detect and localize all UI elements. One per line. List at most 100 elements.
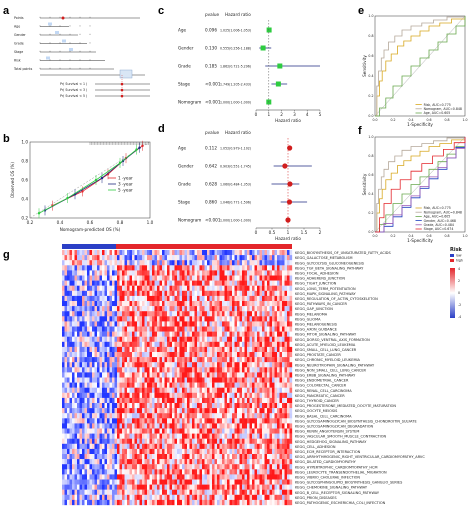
heatmap-cell xyxy=(212,321,215,327)
heatmap-cell xyxy=(259,290,263,297)
heatmap-cell xyxy=(207,301,210,307)
heatmap-cell xyxy=(184,469,188,475)
heatmap-cell xyxy=(79,255,83,261)
heatmap-cell xyxy=(114,255,118,261)
heatmap-cell xyxy=(62,479,65,485)
heatmap-cell xyxy=(129,484,133,490)
heatmap-cell xyxy=(237,346,240,353)
heatmap-cell xyxy=(147,311,150,317)
heatmap-cell xyxy=(137,250,140,256)
heatmap-cell xyxy=(199,469,203,475)
heatmap-cell xyxy=(129,489,133,495)
heatmap-cell xyxy=(182,280,185,286)
heatmap-cell xyxy=(234,326,238,332)
heatmap-cell xyxy=(222,290,225,297)
heatmap-cell xyxy=(234,280,238,286)
heatmap-cell xyxy=(139,285,143,291)
heatmap-cell xyxy=(82,459,85,465)
heatmap-cell xyxy=(174,448,178,455)
heatmap-cell xyxy=(124,479,128,485)
heatmap-cell xyxy=(287,464,290,470)
heatmap-cell xyxy=(229,357,233,363)
heatmap-cell xyxy=(102,336,105,342)
heatmap-cell xyxy=(104,484,108,490)
heatmap-cell xyxy=(197,428,200,434)
heatmap-cell xyxy=(127,311,130,317)
heatmap-cell xyxy=(207,250,210,256)
heatmap-cell xyxy=(117,403,120,409)
heatmap-cell xyxy=(169,489,173,495)
heatmap-cell xyxy=(149,387,153,393)
heatmap-cell xyxy=(122,352,125,358)
heatmap-cell xyxy=(252,290,255,297)
heatmap-cell xyxy=(89,290,93,297)
heatmap-cell xyxy=(102,326,105,332)
heatmap-cell xyxy=(259,250,263,256)
heatmap-cell xyxy=(207,362,210,368)
heatmap-cell xyxy=(89,489,93,495)
heatmap-cell xyxy=(99,428,103,434)
heatmap-cell xyxy=(162,260,165,266)
heatmap-cell xyxy=(187,382,190,388)
heatmap-cell xyxy=(119,397,123,404)
heatmap-cell xyxy=(212,377,215,383)
heatmap-cell xyxy=(62,433,65,439)
heatmap-cell xyxy=(67,443,70,450)
heatmap-cell xyxy=(287,367,290,373)
heatmap-cell xyxy=(149,474,153,480)
heatmap-cell xyxy=(274,306,278,312)
heatmap-cell xyxy=(122,489,125,495)
heatmap-cell xyxy=(224,397,228,404)
heatmap-cell xyxy=(274,341,278,348)
heatmap-cell xyxy=(99,408,103,414)
heatmap-cell xyxy=(117,377,120,383)
heatmap-cell xyxy=(172,346,175,353)
calibration-y-tick: 0.8 xyxy=(21,159,28,164)
heatmap-cell xyxy=(67,484,70,490)
heatmap-cell xyxy=(127,341,130,348)
heatmap-cell xyxy=(112,357,115,363)
heatmap-cell xyxy=(189,418,193,424)
heatmap-cell xyxy=(219,336,223,342)
forest-hr-marker xyxy=(282,163,288,169)
heatmap-cell xyxy=(282,280,285,286)
heatmap-cell xyxy=(139,459,143,465)
heatmap-cell xyxy=(119,331,123,337)
heatmap-cell xyxy=(162,448,165,455)
heatmap-cell xyxy=(62,326,65,332)
heatmap-cell xyxy=(224,392,228,399)
heatmap-cell xyxy=(197,336,200,342)
heatmap-cell xyxy=(147,377,150,383)
heatmap-cell xyxy=(239,362,243,368)
heatmap-cell xyxy=(69,382,73,388)
heatmap-cell xyxy=(267,392,270,399)
heatmap-cell xyxy=(239,321,243,327)
heatmap-cell xyxy=(287,346,290,353)
heatmap-cell xyxy=(109,428,113,434)
heatmap-cell xyxy=(179,367,183,373)
heatmap-cell xyxy=(177,336,180,342)
heatmap-cell xyxy=(187,438,190,444)
heatmap-cell xyxy=(217,341,220,348)
heatmap-cell xyxy=(177,469,180,475)
heatmap-cell xyxy=(64,352,68,358)
heatmap-cell xyxy=(84,336,88,342)
heatmap-cell xyxy=(144,397,148,404)
heatmap-row-label: KEGG_PROGESTERONE_MEDIATED_OOCYTE_MATURA… xyxy=(295,404,396,408)
roc-x-tick: 0.0 xyxy=(372,118,377,122)
heatmap-cell xyxy=(72,352,75,358)
heatmap-cell xyxy=(117,260,120,266)
heatmap-cell xyxy=(102,397,105,404)
heatmap-cell xyxy=(132,260,135,266)
heatmap-cell xyxy=(272,464,275,470)
heatmap-cell xyxy=(272,408,275,414)
heatmap-cell xyxy=(239,377,243,383)
heatmap-cell xyxy=(194,428,198,434)
heatmap-cell xyxy=(164,352,168,358)
heatmap-cell xyxy=(134,489,138,495)
calibration-point xyxy=(94,178,98,182)
heatmap-cell xyxy=(104,438,108,444)
heatmap-cell xyxy=(117,357,120,363)
heatmap-cell xyxy=(159,352,163,358)
heatmap-cell xyxy=(224,464,228,470)
